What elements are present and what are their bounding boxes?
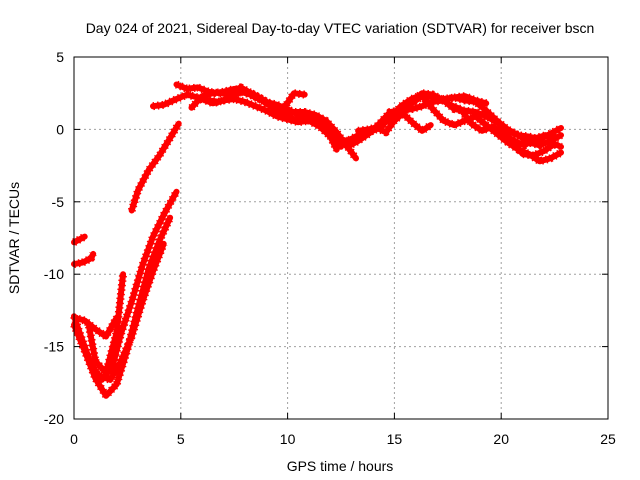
series-arc-d	[71, 214, 174, 399]
axis-ticks: 0 5 10 15 20 25 5 0 -5 -10 -15 -20	[44, 49, 616, 447]
y-tick-label: -5	[52, 194, 65, 210]
series-arc-a-points	[72, 233, 87, 246]
series-arc-r-points	[448, 101, 556, 150]
series-arc-p-points	[375, 109, 433, 137]
x-tick-label: 25	[600, 431, 616, 447]
series-arc-g-points	[98, 242, 168, 384]
y-axis-title: SDTVAR / TECUs	[6, 182, 22, 294]
x-axis-title: GPS time / hours	[287, 458, 394, 474]
x-tick-label: 10	[280, 431, 296, 447]
y-tick-label: -15	[44, 339, 64, 355]
y-tick-label: 5	[56, 49, 64, 65]
series-arc-s-points	[498, 128, 563, 160]
data-series-layer	[70, 80, 564, 400]
y-tick-label: -20	[44, 411, 64, 427]
y-tick-label: -10	[44, 266, 64, 282]
x-tick-label: 0	[70, 431, 78, 447]
x-tick-label: 5	[177, 431, 185, 447]
plot-frame	[73, 56, 609, 420]
x-tick-label: 15	[387, 431, 403, 447]
series-arc-l-points	[200, 95, 341, 152]
chart-title: Day 024 of 2021, Sidereal Day-to-day VTE…	[86, 20, 595, 36]
series-arc-f-points	[85, 273, 128, 377]
y-tick-label: 0	[56, 121, 64, 137]
series-arc-h	[128, 120, 182, 214]
series-arc-b	[71, 250, 97, 268]
series-arc-e	[71, 314, 120, 340]
x-tick-label: 20	[493, 431, 509, 447]
